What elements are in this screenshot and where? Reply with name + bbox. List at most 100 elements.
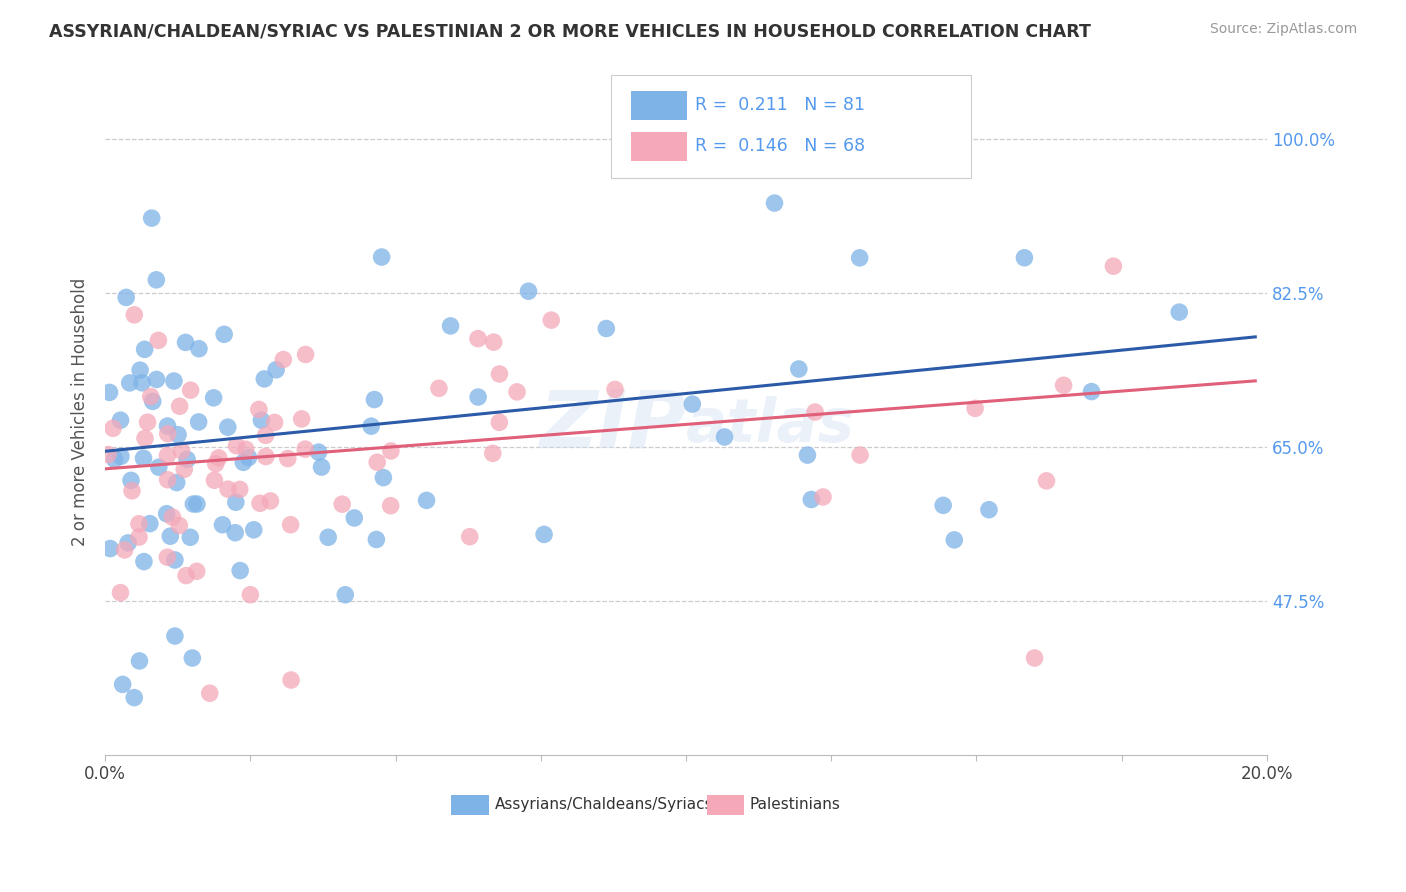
Point [238,450,260,465]
Point [380,499,402,513]
Point [204,457,226,471]
Point [179,530,201,544]
Point [183,497,205,511]
Point [156,507,179,521]
Point [156,449,179,463]
Point [202,391,225,405]
Point [540,313,562,327]
Point [98,541,121,556]
Point [163,629,186,643]
Point [110,450,132,464]
Point [225,439,247,453]
Point [187,415,209,429]
Point [467,332,489,346]
FancyBboxPatch shape [707,795,744,814]
FancyBboxPatch shape [610,76,970,178]
Point [156,473,179,487]
Point [308,445,330,459]
Point [235,442,257,457]
Point [110,585,132,599]
Text: R =  0.146   N = 68: R = 0.146 N = 68 [696,137,866,155]
Point [811,490,834,504]
Point [132,555,155,569]
Point [170,444,193,458]
Point [148,334,170,348]
Point [259,494,281,508]
Point [97,448,120,462]
Point [225,495,247,509]
Point [595,321,617,335]
Point [291,412,314,426]
Point [488,367,510,381]
Point [1035,474,1057,488]
Text: R =  0.211   N = 81: R = 0.211 N = 81 [696,96,865,114]
Point [114,543,136,558]
Point [1102,259,1125,273]
Text: Assyrians/Chaldeans/Syriacs: Assyrians/Chaldeans/Syriacs [495,797,713,812]
Point [294,442,316,456]
Point [804,405,827,419]
Y-axis label: 2 or more Vehicles in Household: 2 or more Vehicles in Household [72,277,89,546]
Point [145,372,167,386]
Point [343,511,366,525]
Point [467,390,489,404]
Point [139,516,162,531]
Text: ZIP: ZIP [538,386,686,465]
Point [488,415,510,429]
Point [517,284,540,298]
Point [603,383,626,397]
Point [156,550,179,565]
Point [122,690,145,705]
Point [335,588,357,602]
Point [1014,251,1036,265]
Point [173,462,195,476]
Point [148,460,170,475]
Point [415,493,437,508]
Point [482,335,505,350]
Point [211,517,233,532]
Point [458,530,481,544]
Point [204,473,226,487]
Point [224,525,246,540]
Text: atlas: atlas [686,396,855,455]
Point [167,427,190,442]
Point [122,308,145,322]
Point [217,420,239,434]
Point [427,381,450,395]
Point [141,211,163,226]
Point [277,451,299,466]
Point [1024,651,1046,665]
Point [198,686,221,700]
Text: ASSYRIAN/CHALDEAN/SYRIAC VS PALESTINIAN 2 OR MORE VEHICLES IN HOUSEHOLD CORRELAT: ASSYRIAN/CHALDEAN/SYRIAC VS PALESTINIAN … [49,22,1091,40]
Point [370,250,392,264]
Point [188,342,211,356]
Point [943,533,966,547]
Text: Source: ZipAtlas.com: Source: ZipAtlas.com [1209,22,1357,37]
Point [280,517,302,532]
Point [249,496,271,510]
Point [121,483,143,498]
Point [166,475,188,490]
Point [117,536,139,550]
Point [136,415,159,429]
FancyBboxPatch shape [631,91,688,120]
Point [159,529,181,543]
Point [264,363,287,377]
Point [273,352,295,367]
Text: Palestinians: Palestinians [749,797,841,812]
Point [132,451,155,466]
Point [131,376,153,390]
Point [169,518,191,533]
Point [280,673,302,687]
Point [156,426,179,441]
Point [163,553,186,567]
Point [208,450,231,465]
Point [439,318,461,333]
Point [1080,384,1102,399]
Point [104,452,127,467]
Point [254,450,277,464]
Point [366,533,388,547]
Point [115,290,138,304]
Point [162,510,184,524]
Point [363,392,385,407]
